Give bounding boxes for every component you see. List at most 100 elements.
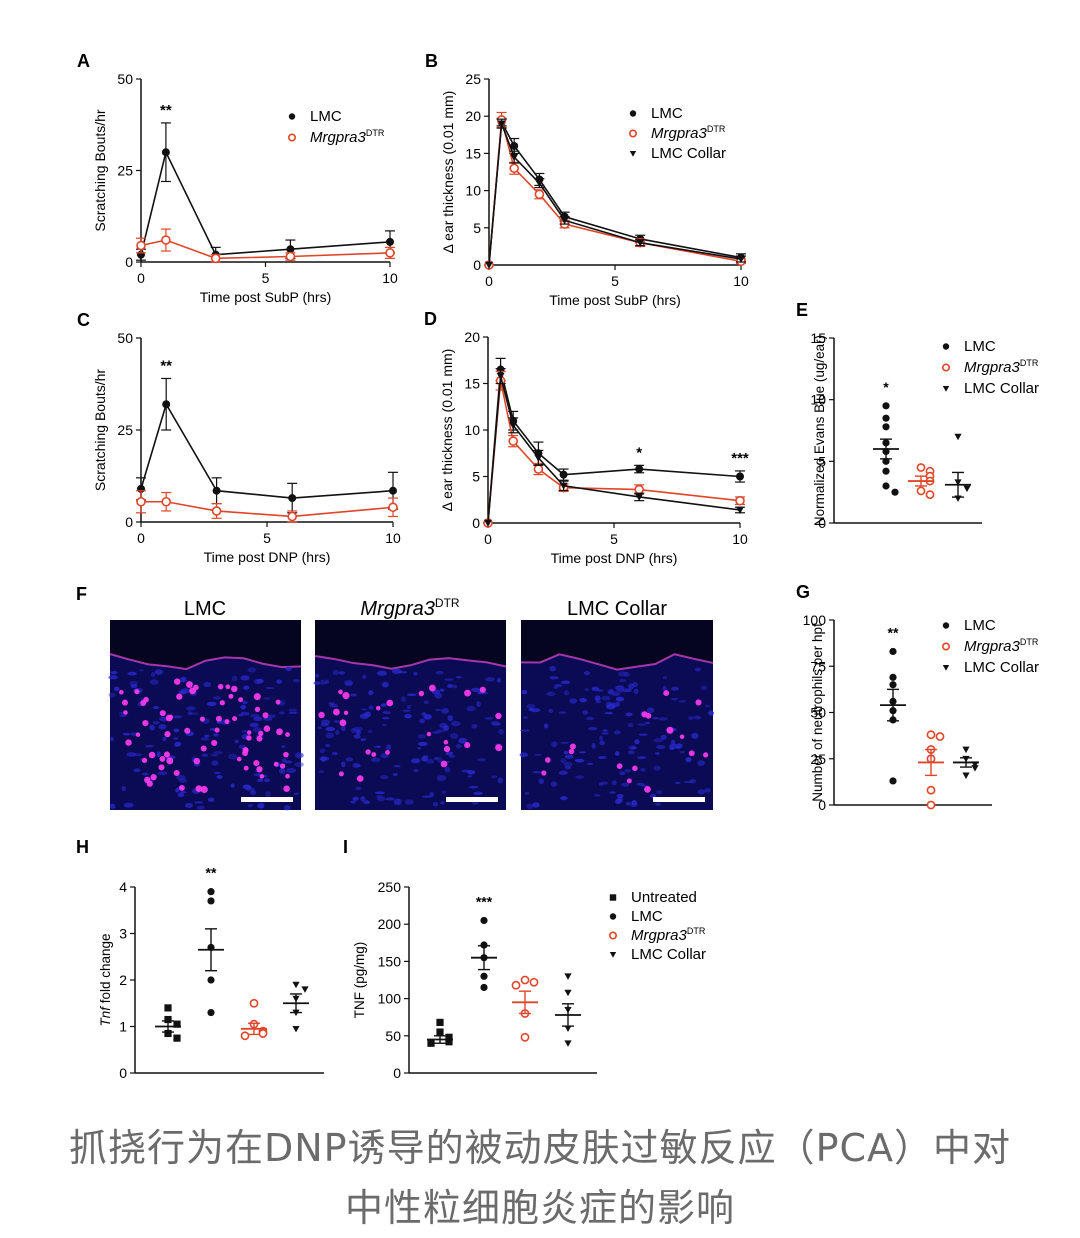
micrograph-nucleus-mrgpra3-107 [444,766,451,773]
data-point-c-mrgpra3-0 [136,496,146,507]
y-tick-label-c-50: 50 [117,330,133,346]
micrograph-nucleus-collar-132 [662,685,667,692]
x-tick-label-a-5: 5 [262,270,270,286]
micrograph-neutrophil-collar-8 [545,757,551,763]
micrograph-neutrophil-lmc-40 [195,785,203,793]
micrograph-nucleus-lmc-112 [265,791,271,797]
micrograph-neutrophil-lmc-31 [214,727,220,733]
micrograph-nucleus-collar-115 [553,686,558,689]
micrograph-epidermis-lmc [109,653,302,671]
micrograph-nucleus-mrgpra3-54 [374,745,382,748]
y-tick-label-b-15: 15 [465,145,481,161]
data-point-e-lmc-2 [882,423,890,431]
legend-label-collar-i: LMC Collar [631,946,706,963]
micrograph-nucleus-collar-0 [618,671,628,677]
micrograph-neutrophil-mrgpra3-11 [371,752,377,757]
micrograph-neutrophil-lmc-55 [263,725,271,732]
micrograph-nucleus-lmc-49 [204,734,210,738]
legend-marker-collar-b [629,150,637,157]
micrograph-nucleus-mrgpra3-2 [485,677,495,682]
micrograph-nucleus-collar-85 [591,742,596,749]
data-point-c-lmc-1 [162,400,171,409]
micrograph-nucleus-collar-95 [615,701,620,707]
micrograph-nucleus-collar-88 [646,707,655,714]
data-point-i-untreated-0 [436,1018,444,1027]
micrograph-nucleus-collar-90 [631,800,638,806]
micrograph-art-mrgpra3 [313,620,507,807]
micrograph-nucleus-mrgpra3-38 [380,753,389,759]
micrograph-nucleus-lmc-51 [172,715,182,719]
micrograph-nucleus-mrgpra3-94 [355,786,362,790]
micrograph-nucleus-mrgpra3-84 [426,758,435,764]
micrograph-nucleus-collar-110 [583,670,591,676]
micrograph-nucleus-lmc-62 [130,684,138,689]
y-tick-label-c-25: 25 [117,422,133,438]
micrograph-nucleus-collar-102 [616,793,624,798]
micrograph-nucleus-mrgpra3-98 [458,737,467,744]
y-tick-label-b-10: 10 [465,183,481,199]
micrograph-nucleus-mrgpra3-118 [350,727,357,734]
micrograph-nucleus-lmc-115 [249,722,259,728]
micrograph-neutrophil-mrgpra3-3 [339,719,347,727]
data-point-a-mrgpra3-2 [210,253,221,264]
y-tick-label-e-15: 15 [810,330,826,346]
micrograph-nucleus-collar-22 [622,688,633,693]
data-point-i-collar-4 [564,1040,572,1047]
micrograph-nucleus-collar-113 [584,688,589,691]
micrograph-nucleus-lmc-8 [156,751,161,758]
data-point-h-untreated-4 [173,1034,181,1042]
data-point-b-collar-6 [737,255,745,264]
micrograph-neutrophil-lmc-29 [165,714,173,722]
series-line-c-mrgpra3 [141,500,394,518]
micrograph-nucleus-mrgpra3-59 [423,700,430,705]
micrograph-nucleus-collar-135 [656,790,663,795]
micrograph-nucleus-mrgpra3-86 [393,765,401,768]
data-point-a-mrgpra3-3 [285,251,296,262]
data-point-d-collar-0 [484,519,492,527]
data-point-e-mrgpra3-5 [925,490,935,500]
micrograph-neutrophil-collar-3 [626,778,632,784]
y-tick-label-a-0: 0 [125,254,133,270]
micrograph-neutrophil-mrgpra3-4 [338,771,344,777]
micrograph-neutrophil-lmc-22 [186,681,193,688]
data-point-a-lmc-1 [161,148,170,157]
micrograph-nucleus-collar-124 [601,781,608,785]
micrograph-nucleus-mrgpra3-73 [410,758,421,764]
micrograph-neutrophil-lmc-52 [200,745,207,752]
micrograph-neutrophil-lmc-0 [246,735,252,741]
y-tick-label-i-250: 250 [378,879,402,895]
y-tick-label-h-4: 4 [119,879,127,895]
micrograph-nucleus-mrgpra3-27 [333,720,340,723]
micrograph-nucleus-mrgpra3-42 [353,726,363,732]
micrograph-nucleus-mrgpra3-100 [413,671,418,676]
micrograph-neutrophil-lmc-51 [150,774,157,781]
data-point-h-mrgpra3-0 [249,998,259,1008]
micrograph-nucleus-lmc-34 [293,792,300,796]
micrograph-neutrophil-lmc-50 [159,710,166,717]
x-axis-label-c: Time post DNP (hrs) [204,549,331,565]
y-tick-label-i-0: 0 [393,1065,401,1081]
micrograph-neutrophil-lmc-37 [283,785,290,793]
micrograph-nucleus-mrgpra3-30 [466,705,476,712]
micrograph-neutrophil-collar-13 [569,743,576,750]
micrograph-nucleus-lmc-80 [133,768,141,773]
micrograph-nucleus-lmc-137 [238,714,243,717]
series-line-d-collar [487,375,741,524]
series-line-d-mrgpra3 [487,380,741,524]
data-point-i-untreated-1 [436,1028,444,1036]
x-tick-label-c-10: 10 [385,530,401,546]
micrograph-neutrophil-lmc-26 [142,719,149,727]
micrograph-nucleus-lmc-108 [240,704,247,710]
micrograph-neutrophil-mrgpra3-1 [338,689,343,695]
y-tick-label-h-0: 0 [119,1065,127,1081]
micrograph-nucleus-mrgpra3-10 [432,801,439,807]
micrograph-nucleus-lmc-61 [216,775,223,779]
y-tick-label-h-1: 1 [119,1019,127,1035]
data-point-h-untreated-2 [173,1020,181,1028]
panel-a: A 0 25 50 0 5 10 Time post SubP (hrs) Scratching… [77,51,398,305]
micrograph-nucleus-collar-136 [624,768,631,773]
micrograph-neutrophil-mrgpra3-13 [342,692,350,700]
micrograph-nucleus-mrgpra3-115 [325,726,336,732]
micrograph-neutrophil-collar-1 [703,752,709,758]
data-point-h-collar-1 [301,986,309,993]
